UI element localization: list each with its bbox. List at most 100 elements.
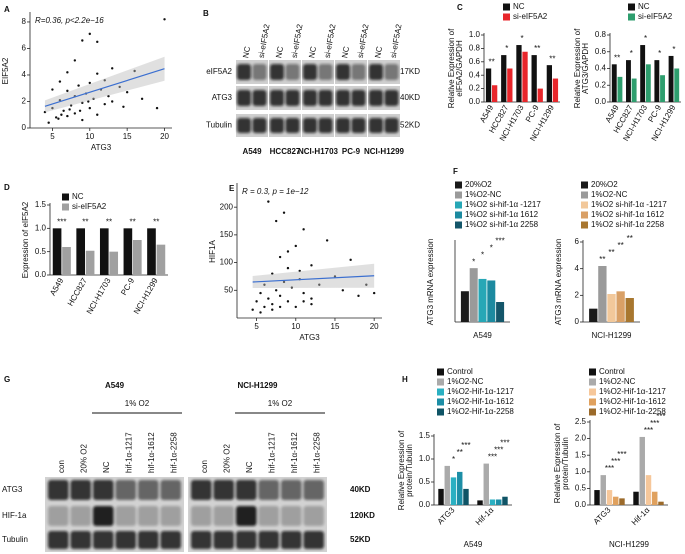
significance: ***	[617, 450, 626, 459]
lane-label: NC	[241, 46, 252, 59]
band	[138, 506, 159, 526]
significance: *	[505, 44, 508, 53]
group-label: A549	[242, 147, 262, 156]
y-axis-label: eIF5A2/GAPDH	[455, 40, 464, 97]
y-tick-label: 0	[575, 317, 580, 326]
significance: ***	[650, 419, 659, 428]
bar	[531, 55, 537, 102]
band	[270, 64, 284, 80]
y-tick-label: 50	[224, 285, 233, 294]
significance: ***	[488, 453, 497, 462]
y-tick-label: 0.0	[595, 97, 607, 106]
significance: ***	[611, 457, 620, 466]
bar	[613, 496, 619, 505]
point	[87, 100, 90, 103]
fit-line	[252, 275, 375, 283]
band	[351, 90, 366, 106]
significance: **	[549, 54, 555, 63]
band	[258, 480, 279, 500]
band	[351, 64, 366, 80]
y-tick-label: 0.0	[469, 97, 481, 106]
point	[73, 112, 77, 115]
point	[278, 255, 282, 259]
band	[236, 480, 257, 500]
bar	[457, 471, 463, 505]
point	[66, 71, 69, 74]
bar	[522, 51, 528, 102]
y-tick-label: 0.2	[595, 80, 607, 89]
point	[333, 275, 337, 278]
x-tick-label: A549	[48, 276, 65, 297]
significance: ***	[495, 236, 504, 245]
legend-label: 1%O2-NC	[591, 190, 628, 199]
lane-label: hif-1α-2258	[313, 432, 322, 473]
legend-swatch	[589, 388, 596, 396]
point	[88, 81, 91, 85]
bar	[674, 68, 680, 102]
band	[318, 64, 333, 80]
point	[310, 264, 313, 267]
y-tick-label: 6	[22, 44, 27, 53]
x-tick-label: Hif-1α	[630, 505, 652, 527]
lane-label: 20% O2	[80, 444, 89, 473]
band	[369, 118, 383, 133]
size-label: 52KD	[400, 121, 420, 130]
panel-label: D	[4, 183, 10, 192]
row-label: Tubulin	[2, 535, 28, 544]
point	[267, 200, 270, 203]
band	[213, 531, 234, 549]
band	[138, 480, 159, 500]
band	[115, 480, 136, 500]
legend-label: 1%O2 si-hif-1α 1612	[591, 210, 665, 219]
legend-label: NC	[513, 2, 525, 11]
bar	[62, 247, 71, 275]
legend-label: 1%O2-Hif-1α-1217	[599, 387, 666, 396]
y-tick-label: 0.8	[469, 44, 481, 53]
x-tick-label: 5	[50, 132, 55, 141]
y-tick-label: 0.0	[575, 500, 587, 509]
y-tick-label: 2.5	[575, 417, 587, 426]
bar	[668, 55, 674, 102]
point	[92, 97, 95, 101]
y-tick-label: 1.5	[575, 450, 587, 459]
point	[259, 311, 262, 314]
y-tick-label: 1.0	[35, 223, 47, 232]
point	[60, 113, 63, 116]
y-axis-label: EIF5A2	[1, 57, 10, 84]
bar	[598, 266, 607, 322]
point	[357, 294, 360, 298]
point	[51, 106, 54, 110]
x-tick-label: 15	[331, 322, 340, 331]
bar	[477, 500, 483, 505]
band	[213, 506, 234, 526]
band	[115, 506, 136, 526]
panel-label: B	[203, 9, 209, 18]
point	[294, 244, 297, 248]
legend-swatch	[455, 191, 462, 199]
point	[133, 69, 136, 73]
point	[140, 97, 144, 101]
point	[255, 300, 258, 303]
bar	[600, 475, 606, 505]
band	[93, 531, 114, 549]
point	[73, 59, 77, 62]
significance: *	[490, 243, 493, 252]
band	[237, 64, 251, 80]
y-tick-label: 1.5	[419, 431, 431, 440]
legend-swatch	[437, 368, 444, 376]
y-tick-label: 0.2	[469, 84, 481, 93]
panel-label: H	[402, 375, 408, 384]
point	[286, 266, 290, 270]
bar	[496, 302, 505, 322]
y-tick-label: 0.5	[575, 484, 587, 493]
y-tick-label: 1.0	[575, 467, 587, 476]
point	[88, 32, 91, 36]
bar	[450, 477, 457, 505]
y-tick-label: 0.5	[419, 477, 431, 486]
band	[213, 480, 234, 500]
bar	[652, 491, 658, 505]
condition-label: 1% O2	[268, 399, 293, 408]
point	[68, 108, 71, 111]
legend-swatch	[628, 3, 635, 11]
point	[58, 98, 62, 102]
